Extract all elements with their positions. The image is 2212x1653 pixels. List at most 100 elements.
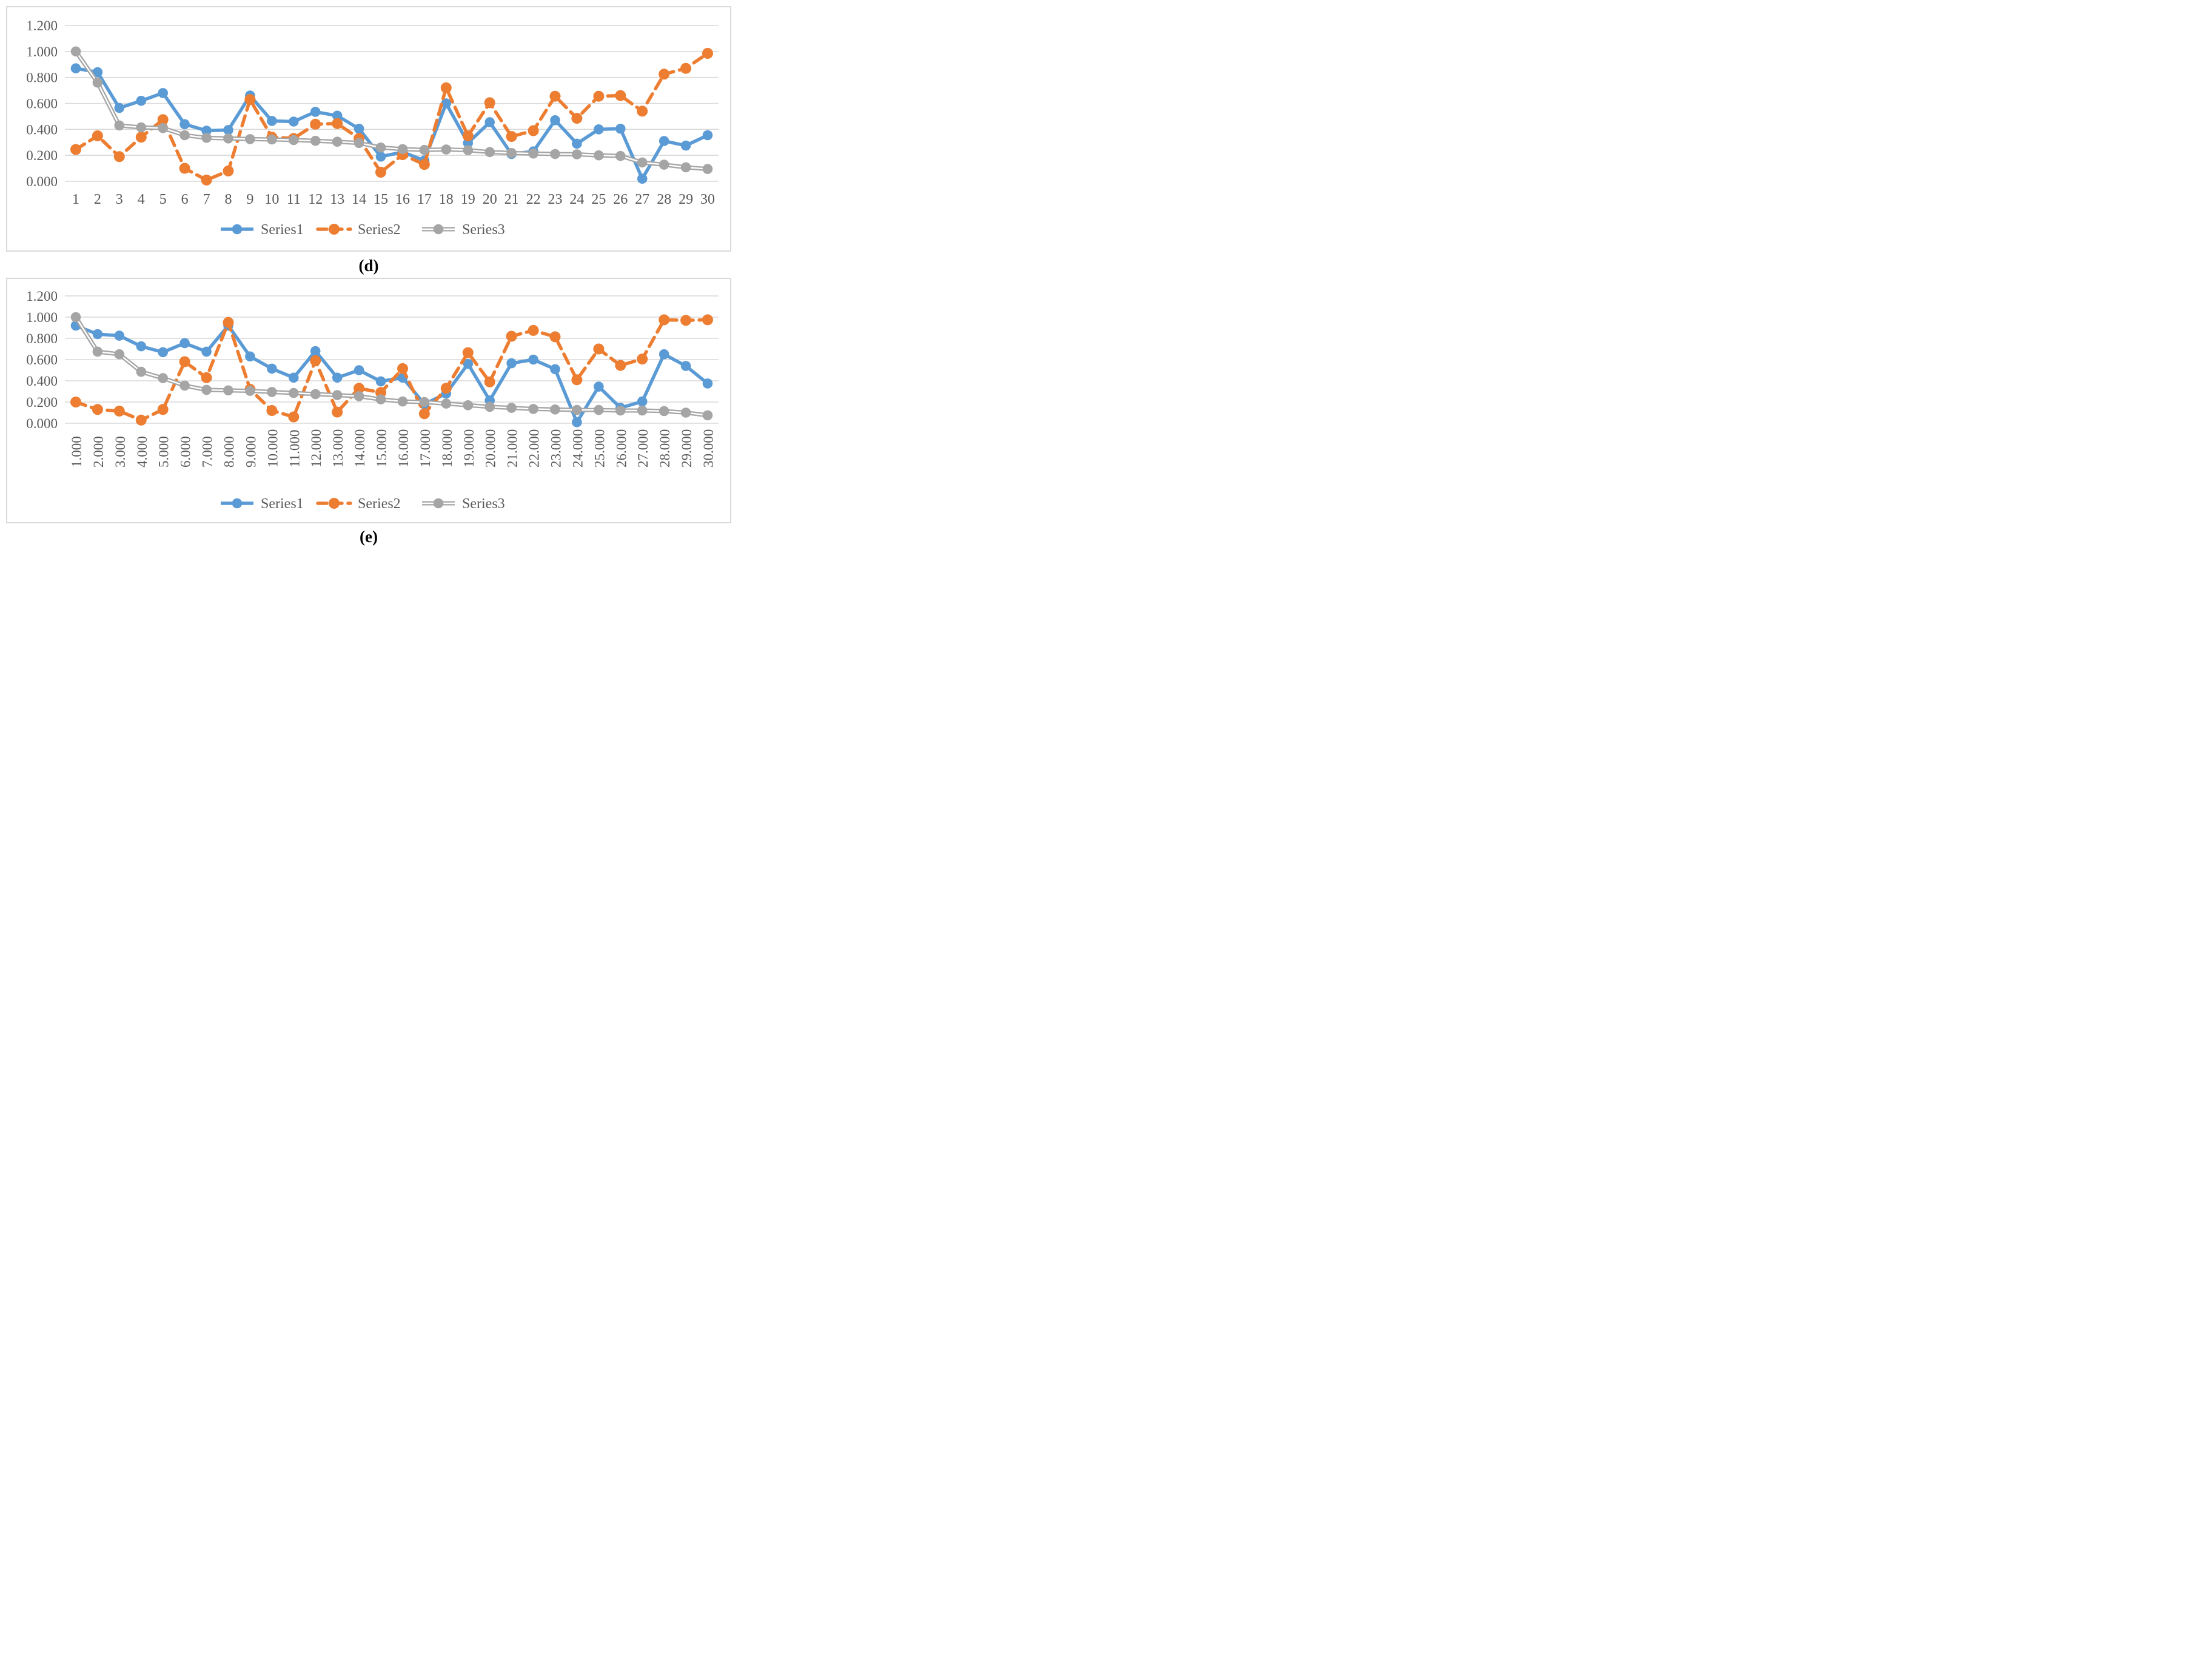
data-point-marker — [136, 95, 147, 106]
legend-marker-sample — [329, 224, 340, 235]
x-tick-label: 7.000 — [200, 436, 215, 468]
data-point-marker — [702, 314, 713, 326]
series-series3 — [70, 46, 713, 175]
series-series2 — [70, 48, 713, 186]
data-point-marker — [201, 346, 212, 357]
x-tick-label: 18.000 — [440, 429, 455, 468]
data-point-marker — [375, 167, 386, 178]
figure-page: 1.200 1.000 0.800 0.600 0.400 0.200 0.000 1 2 3 4 5… — [0, 0, 737, 551]
data-point-marker — [418, 408, 430, 420]
data-point-marker — [201, 174, 212, 186]
y-tick-label: 1.000 — [26, 44, 58, 59]
data-point-marker — [136, 122, 147, 133]
x-tick-label: 27 — [635, 192, 649, 207]
data-point-marker — [528, 404, 538, 414]
x-tick-label: 25 — [591, 192, 606, 207]
x-tick-label: 18 — [439, 192, 454, 207]
x-tick-label: 12 — [308, 192, 323, 207]
data-point-marker — [201, 372, 212, 383]
data-point-marker — [179, 130, 190, 141]
data-point-marker — [332, 406, 343, 418]
data-point-marker — [310, 355, 321, 366]
data-point-marker — [179, 119, 190, 130]
data-point-marker — [114, 330, 125, 341]
data-point-marker — [571, 374, 583, 386]
data-point-marker — [332, 110, 343, 121]
series-line — [74, 52, 709, 182]
series-series2 — [70, 314, 713, 426]
data-point-marker — [113, 405, 125, 417]
data-point-marker — [310, 389, 321, 400]
x-tick-label: 21 — [504, 192, 519, 207]
data-point-marker — [245, 351, 255, 362]
y-axis-tick-labels: 1.200 1.000 0.800 0.600 0.400 0.200 0.000 — [26, 289, 58, 431]
data-point-marker — [702, 48, 713, 59]
data-point-marker — [463, 358, 474, 369]
data-point-marker — [615, 360, 626, 371]
x-tick-label: 26 — [613, 192, 628, 207]
data-point-marker — [506, 358, 517, 369]
data-point-marker — [440, 383, 452, 394]
data-point-marker — [289, 387, 299, 398]
data-point-marker — [572, 417, 582, 428]
legend-label: Series3 — [462, 496, 505, 512]
y-tick-label: 0.200 — [26, 395, 58, 410]
data-point-marker — [594, 150, 604, 161]
x-tick-label: 8.000 — [222, 436, 237, 468]
data-point-marker — [92, 346, 103, 357]
data-point-marker — [615, 405, 626, 416]
data-point-marker — [244, 94, 256, 106]
data-point-marker — [354, 391, 364, 401]
data-point-marker — [528, 354, 538, 365]
data-point-marker — [550, 115, 560, 126]
data-point-marker — [310, 118, 321, 130]
data-point-marker — [332, 118, 343, 129]
y-tick-label: 0.400 — [26, 374, 58, 389]
x-tick-label: 2.000 — [91, 436, 106, 468]
x-tick-label: 6 — [181, 192, 189, 207]
data-point-marker — [310, 107, 321, 117]
data-point-marker — [266, 405, 278, 416]
series-series1 — [70, 63, 713, 184]
x-tick-label: 9 — [246, 192, 253, 207]
data-point-marker — [549, 90, 561, 102]
data-point-marker — [615, 150, 626, 161]
data-point-marker — [332, 136, 343, 147]
data-point-marker — [637, 396, 648, 407]
x-tick-label: 28.000 — [657, 429, 672, 468]
x-axis-tick-labels: 1 2 3 4 5 6 7 8 9 10 11 12 13 14 15 16 17 18 19 20 21 22 23 24 2… — [72, 192, 715, 207]
x-tick-label: 16 — [395, 192, 410, 207]
series-line — [75, 324, 709, 424]
data-point-marker — [92, 130, 103, 141]
x-tick-label: 25.000 — [592, 429, 607, 468]
legend-item-series1: Series1 — [221, 496, 304, 512]
y-tick-label: 0.000 — [26, 416, 58, 431]
caption-d: (d) — [358, 256, 379, 275]
legend-label: Series3 — [462, 222, 505, 238]
x-axis-tick-labels: 1.000 2.000 3.000 4.000 5.000 6.000 7.000 8.000… — [69, 429, 716, 468]
data-point-marker — [637, 354, 648, 365]
data-point-marker — [113, 151, 125, 163]
x-tick-label: 15.000 — [374, 429, 389, 468]
data-point-marker — [659, 136, 669, 146]
data-point-marker — [70, 397, 81, 407]
data-point-marker — [550, 364, 560, 375]
data-point-marker — [179, 380, 190, 391]
data-point-marker — [615, 124, 626, 134]
data-point-marker — [659, 314, 670, 326]
data-point-marker — [92, 67, 103, 78]
data-point-marker — [179, 163, 190, 174]
legend: Series1 Series2 Series3 — [221, 496, 505, 512]
x-tick-label: 17.000 — [418, 429, 433, 468]
data-point-marker — [267, 387, 277, 397]
data-point-marker — [158, 122, 168, 133]
data-point-marker — [419, 397, 430, 407]
x-tick-label: 26.000 — [614, 429, 629, 468]
series-line-core — [75, 51, 708, 170]
x-tick-label: 13 — [330, 192, 344, 207]
y-tick-label: 0.000 — [26, 174, 58, 189]
data-point-marker — [354, 138, 364, 149]
legend-item-series2: Series2 — [316, 496, 401, 512]
data-point-marker — [659, 159, 669, 170]
x-tick-label: 20.000 — [483, 429, 498, 468]
